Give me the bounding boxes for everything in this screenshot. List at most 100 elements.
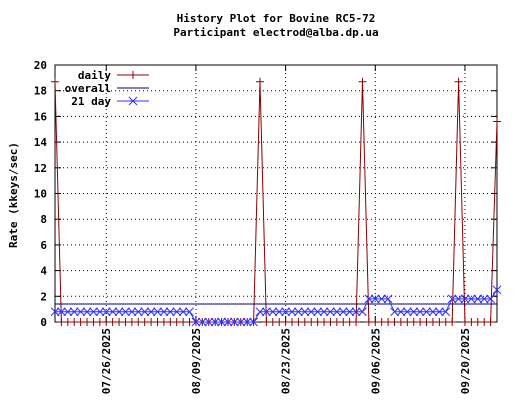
data-point	[63, 307, 73, 317]
data-point	[223, 317, 233, 327]
data-point	[326, 307, 335, 317]
data-point	[422, 307, 431, 317]
data-point	[479, 294, 489, 304]
data-point	[396, 307, 406, 317]
y-tick-label: 2	[40, 290, 47, 303]
data-point	[82, 307, 92, 317]
data-point	[274, 307, 284, 317]
data-point	[172, 307, 182, 317]
legend-label: 21 day	[71, 95, 111, 108]
chart-title: History Plot for Bovine RC5-72	[177, 12, 376, 25]
data-point	[121, 307, 130, 317]
data-point	[191, 317, 201, 327]
data-point	[230, 317, 239, 327]
x-tick-label: 08/23/2025	[280, 328, 293, 394]
data-point	[57, 307, 66, 317]
y-tick-label: 8	[40, 213, 47, 226]
y-tick-label: 10	[34, 188, 47, 201]
data-point	[415, 307, 425, 317]
data-point	[390, 307, 399, 317]
data-point	[370, 294, 380, 304]
data-point	[178, 307, 188, 317]
legend-label: overall	[65, 82, 111, 95]
data-point	[460, 294, 470, 304]
data-point	[159, 307, 169, 317]
data-point	[319, 307, 329, 317]
data-point	[294, 307, 303, 317]
legend-marker	[129, 71, 137, 79]
data-point	[140, 307, 150, 317]
data-point	[358, 307, 367, 317]
data-point	[101, 307, 111, 317]
y-tick-label: 12	[34, 162, 47, 175]
data-point	[210, 317, 220, 327]
data-point	[95, 307, 105, 317]
data-point	[262, 307, 271, 317]
data-point	[332, 307, 342, 317]
data-point	[313, 307, 322, 317]
data-point	[108, 307, 118, 317]
data-point	[493, 117, 501, 126]
data-point	[428, 307, 438, 317]
data-point	[486, 318, 495, 326]
data-point	[255, 77, 264, 86]
data-point	[441, 307, 451, 317]
data-point	[249, 317, 258, 327]
data-point	[114, 307, 124, 317]
y-tick-label: 18	[34, 85, 47, 98]
data-point	[486, 294, 495, 304]
x-tick-label: 09/20/2025	[459, 328, 472, 394]
y-tick-label: 20	[34, 59, 47, 72]
y-tick-label: 0	[40, 316, 47, 329]
data-point	[76, 307, 85, 317]
data-point	[69, 307, 79, 317]
data-point	[448, 318, 457, 326]
y-tick-label: 4	[40, 265, 47, 278]
data-point	[217, 317, 226, 327]
data-point	[133, 307, 143, 317]
data-point	[383, 294, 393, 304]
data-point	[268, 307, 278, 317]
data-point	[434, 307, 444, 317]
legend-marker	[128, 96, 138, 106]
data-point	[345, 307, 355, 317]
data-point	[454, 77, 463, 86]
data-point	[281, 307, 290, 317]
x-tick-label: 09/06/2025	[369, 328, 382, 394]
data-point	[467, 294, 476, 304]
data-point	[352, 318, 361, 326]
data-point	[185, 307, 194, 317]
data-point	[165, 307, 175, 317]
y-axis-label: Rate (kkeys/sec)	[7, 142, 20, 248]
data-point	[473, 294, 483, 304]
data-point	[358, 77, 367, 86]
data-point	[242, 317, 252, 327]
y-tick-label: 16	[34, 110, 48, 123]
chart-subtitle: Participant electrod@alba.dp.ua	[173, 26, 378, 39]
data-point	[50, 307, 60, 317]
data-point	[287, 307, 297, 317]
data-point	[300, 307, 310, 317]
x-tick-label: 08/09/2025	[190, 328, 203, 394]
y-tick-label: 6	[40, 239, 47, 252]
data-point	[51, 77, 59, 86]
y-tick-label: 14	[34, 136, 48, 149]
data-point	[447, 294, 457, 304]
data-point	[197, 317, 207, 327]
data-point	[351, 307, 361, 317]
data-point	[255, 307, 265, 317]
data-point	[236, 317, 246, 327]
legend-label: daily	[78, 69, 111, 82]
data-point	[409, 307, 419, 317]
data-point	[127, 307, 137, 317]
data-point	[204, 317, 214, 327]
data-point	[454, 294, 463, 304]
data-point	[364, 294, 374, 304]
series-line	[55, 289, 498, 323]
data-point	[402, 307, 412, 317]
data-point	[338, 307, 348, 317]
data-point	[89, 307, 98, 317]
data-point	[153, 307, 162, 317]
